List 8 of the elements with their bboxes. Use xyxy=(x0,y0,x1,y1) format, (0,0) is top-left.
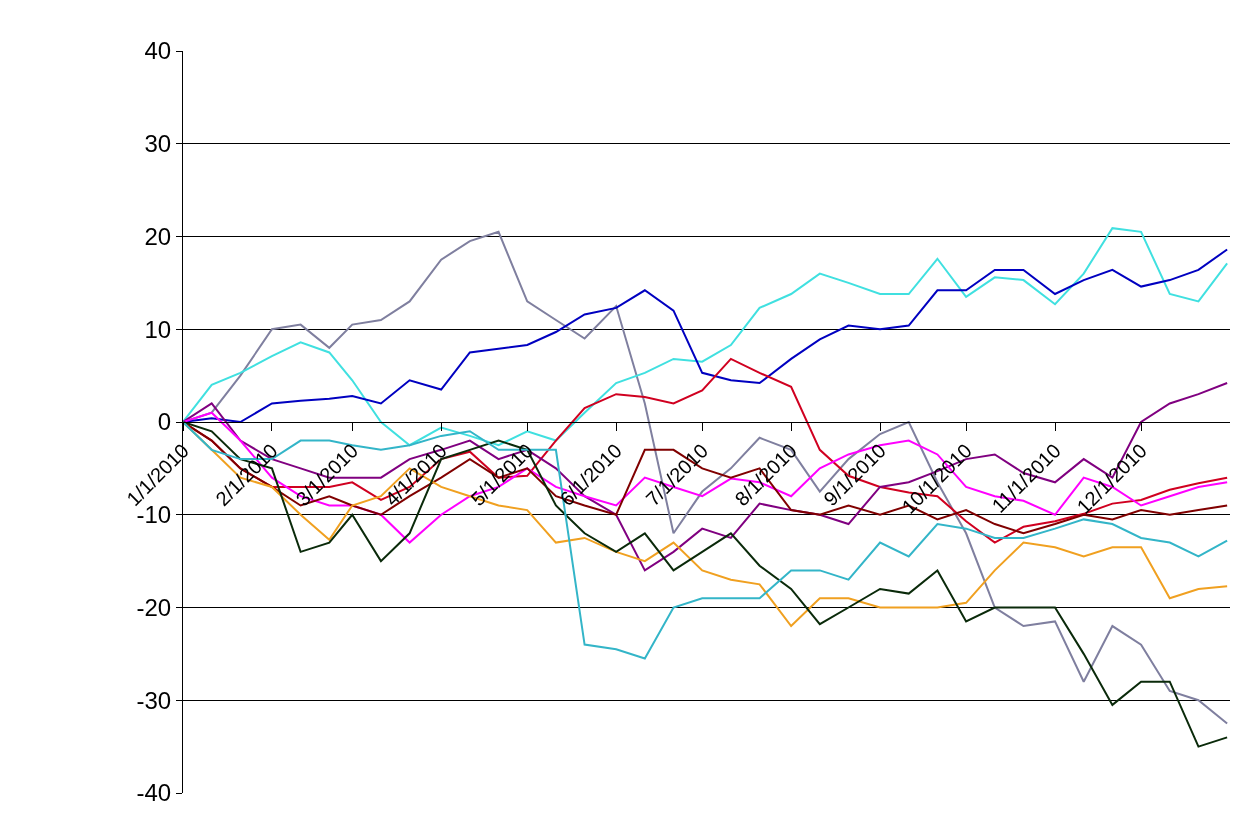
y-tick-label: -30 xyxy=(136,686,172,714)
y-tick-label: 0 xyxy=(157,408,172,436)
y-tick-label: -20 xyxy=(136,593,172,621)
y-tick-label: 30 xyxy=(144,130,172,158)
y-tick-label: 40 xyxy=(144,37,172,65)
y-tick-label: 20 xyxy=(144,222,172,250)
y-tick-label: -40 xyxy=(136,779,172,807)
y-tick-label: 10 xyxy=(144,315,172,343)
